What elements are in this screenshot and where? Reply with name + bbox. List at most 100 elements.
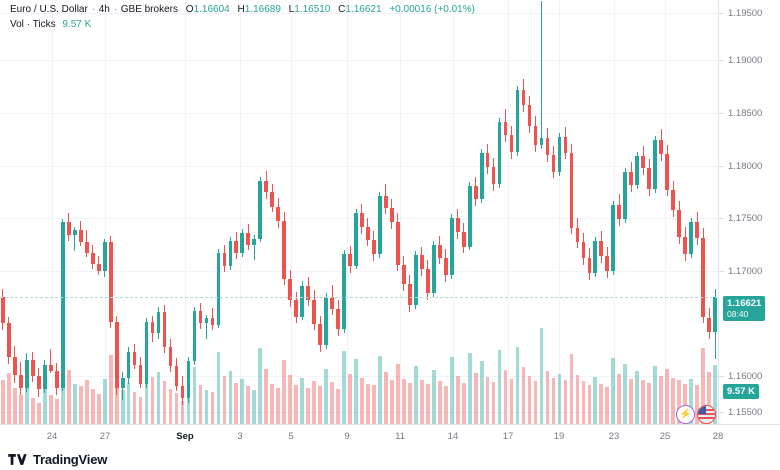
volume-bar (683, 384, 687, 424)
candle-body (683, 236, 687, 255)
volume-bar (659, 375, 663, 424)
candle-body (569, 152, 574, 228)
candle-body (174, 365, 179, 386)
price-label-1.17500: 1.17500 (728, 213, 763, 224)
candle-body (66, 221, 71, 235)
time-label-Sep: Sep (176, 431, 194, 442)
price-label-1.17000: 1.17000 (728, 266, 763, 277)
volume-bar (384, 371, 388, 424)
volume-bar (671, 378, 675, 424)
candle-body (629, 171, 634, 186)
volume-bar (25, 377, 29, 424)
candle-wick (253, 234, 255, 261)
volume-bar (270, 384, 275, 424)
volume-bar (473, 373, 478, 424)
candle-body (60, 221, 65, 388)
volume-bar (222, 375, 227, 424)
candle-body (413, 255, 418, 305)
volume-series (1, 327, 717, 424)
time-label-11: 11 (395, 431, 405, 442)
candle-body (437, 244, 442, 259)
volume-bar (234, 383, 239, 424)
price-tick-2 (719, 113, 724, 114)
candle-body (312, 299, 316, 325)
candle-body (581, 241, 586, 259)
candle-body (108, 241, 113, 323)
volume-bar (467, 352, 472, 424)
volume-bar (515, 346, 520, 424)
volume-bar (665, 369, 669, 424)
candle-body (270, 192, 275, 208)
candle-body (587, 258, 592, 274)
candle-body (677, 210, 681, 237)
volume-bar (78, 385, 83, 424)
volume-bar (252, 390, 257, 424)
volume-bar (210, 392, 215, 424)
volume-bar (216, 351, 221, 424)
price-scale[interactable]: 1.19500 1.19000 1.18500 1.18000 1.17500 1.170… (718, 0, 780, 424)
time-scale[interactable]: 24 27 Sep 3 5 9 11 14 17 19 23 25 28 (0, 424, 780, 449)
candle-body (665, 153, 669, 191)
gridline-v-9 (559, 0, 560, 424)
volume-bar (132, 391, 137, 424)
candle-body (390, 208, 394, 222)
volume-bar (31, 397, 35, 424)
candle-body (515, 89, 520, 152)
current-price-value: 1.16621 (727, 298, 762, 309)
candle-body (503, 122, 508, 136)
candle-body (641, 155, 646, 168)
candle-body (623, 171, 628, 219)
candle-body (84, 241, 89, 254)
volume-bar (557, 373, 562, 424)
volume-bar (372, 385, 376, 424)
candle-body (37, 375, 41, 390)
candle-body (443, 258, 448, 276)
volume-bar (497, 349, 502, 424)
gridline-h-0 (0, 13, 718, 14)
volume-bar (312, 380, 316, 424)
price-label-1.15500: 1.15500 (728, 407, 763, 418)
candle-body (1, 296, 5, 324)
volume-bar (366, 383, 370, 424)
volume-bar (90, 389, 95, 424)
lightning-icon[interactable]: ⚡ (676, 405, 695, 424)
chart-plot-area[interactable] (0, 0, 718, 424)
candle-body (449, 217, 454, 276)
candle-body (336, 308, 340, 330)
candle-body (635, 155, 640, 186)
candle-body (653, 140, 658, 190)
candle-body (479, 152, 484, 200)
us-flag-icon[interactable] (697, 405, 716, 424)
volume-bar (390, 380, 394, 424)
current-price-badge[interactable]: 1.16621 08:40 (723, 296, 766, 321)
gridline-v-1 (105, 0, 106, 424)
tradingview-logo-icon (8, 454, 27, 465)
volume-bar (485, 376, 490, 424)
price-tick-5 (719, 271, 724, 272)
candle-body (467, 186, 472, 247)
candle-body (49, 364, 53, 371)
candle-body (252, 238, 257, 245)
candle-body (491, 166, 496, 185)
candle-body (318, 324, 322, 346)
current-volume-badge[interactable]: 9.57 K (723, 384, 759, 399)
candle-body (144, 322, 149, 384)
candle-body (695, 221, 699, 238)
price-tick-1 (719, 60, 724, 61)
candle-body (192, 310, 197, 361)
candle-body (43, 364, 47, 390)
volume-bar (545, 371, 550, 424)
volume-bar (593, 376, 598, 424)
tradingview-watermark: TradingView (8, 452, 107, 467)
volume-bar (551, 378, 556, 424)
time-label-5: 5 (288, 431, 294, 442)
volume-bar (581, 381, 586, 424)
volume-bar (156, 372, 161, 424)
volume-bar (138, 396, 143, 424)
volume-bar (402, 378, 406, 424)
candle-body (19, 374, 23, 388)
candle-body (204, 317, 209, 324)
price-tick-3 (719, 166, 724, 167)
candle-body (114, 322, 119, 388)
volume-bar (509, 379, 514, 424)
